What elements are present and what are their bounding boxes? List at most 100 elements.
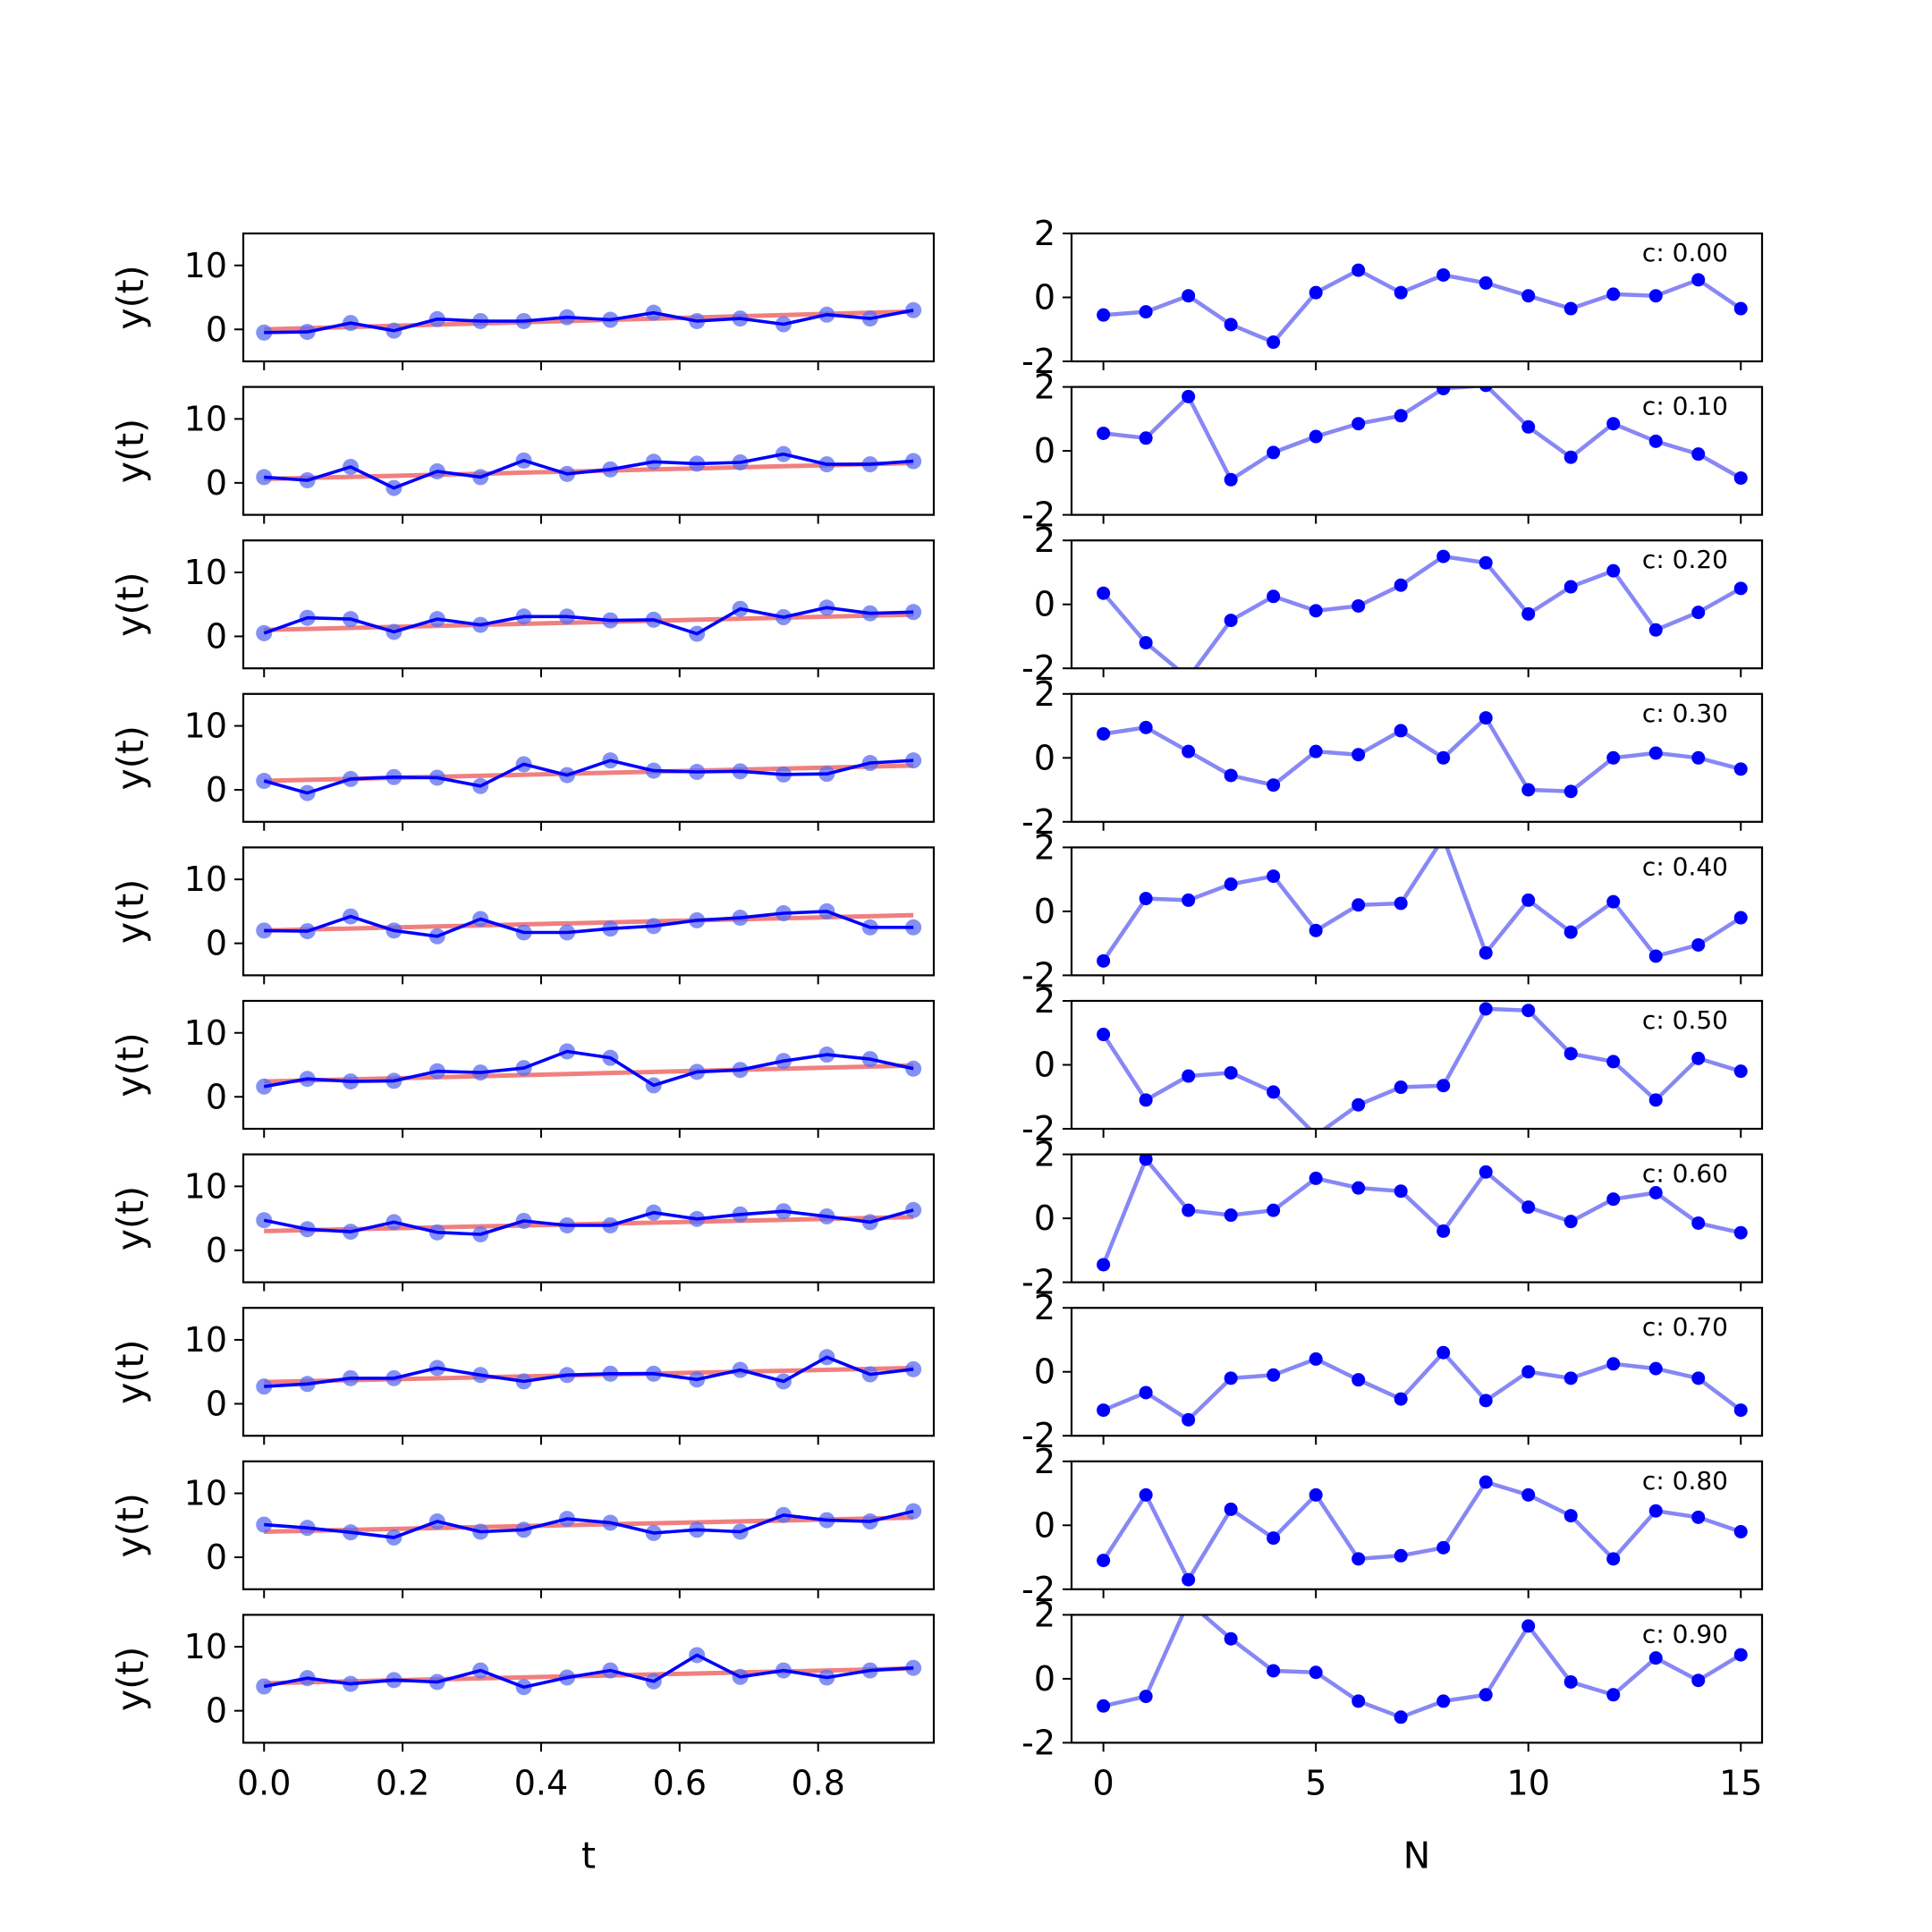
residual-point — [1563, 301, 1578, 316]
residual-point — [1139, 431, 1153, 445]
residual-point — [1648, 434, 1663, 448]
residual-point — [1606, 1688, 1621, 1702]
residual-point — [1352, 417, 1366, 431]
y-tick-label: 2 — [1034, 521, 1055, 560]
y-tick-label: 0 — [206, 463, 227, 503]
y-tick-label: -2 — [1021, 648, 1055, 688]
residual-point — [1097, 308, 1111, 322]
residual-point — [1733, 911, 1748, 925]
y-tick-label: 2 — [1034, 1288, 1055, 1327]
plot-area — [256, 445, 922, 496]
residual-point — [1436, 549, 1451, 564]
residual-line — [1103, 267, 1742, 344]
y-tick-label: 0 — [1034, 278, 1055, 318]
plot-area — [256, 752, 922, 801]
plot-area — [256, 301, 922, 341]
y-tick-label: 2 — [1034, 981, 1055, 1021]
residual-point — [1309, 285, 1323, 300]
residual-point — [1733, 301, 1748, 316]
x-tick-label: 0 — [1093, 1763, 1114, 1802]
residual-point — [1352, 1552, 1366, 1566]
y-tick-label: 0 — [1034, 1659, 1055, 1699]
residual-point — [1182, 1412, 1196, 1427]
left-panel-8: 0 10 y(t) — [109, 1460, 936, 1598]
residual-point — [1394, 285, 1408, 300]
residual-line — [1103, 1614, 1742, 1720]
residual-point — [1563, 1046, 1578, 1061]
residual-point — [1224, 1371, 1238, 1385]
residual-point — [1097, 726, 1111, 741]
residual-point — [1097, 1699, 1111, 1713]
residual-point — [1309, 1487, 1323, 1502]
plot-area — [1097, 1475, 1748, 1587]
y-tick-label: -2 — [1021, 496, 1055, 535]
plot-area — [1097, 1154, 1748, 1272]
y-tick-label: -2 — [1021, 1570, 1055, 1609]
trend-line — [264, 1063, 914, 1084]
residual-point — [1648, 1361, 1663, 1376]
axes-frame — [242, 999, 936, 1131]
residual-point — [1139, 1093, 1153, 1107]
residual-point — [1521, 606, 1536, 621]
y-tick-label: 2 — [1034, 674, 1055, 714]
residual-line — [1101, 1006, 1741, 1129]
residual-point — [1224, 318, 1238, 332]
residual-point — [1648, 949, 1663, 963]
residual-point — [1436, 1694, 1451, 1708]
residual-point — [1691, 1051, 1706, 1065]
plot-area — [1097, 1345, 1748, 1427]
trend-line — [264, 1515, 914, 1534]
right-panel-3: -2 0 2 c: 0.30 — [1021, 674, 1764, 842]
y-axis-label: y(t) — [109, 265, 152, 329]
residual-line — [1101, 1479, 1741, 1582]
y-tick-label: 2 — [1034, 1135, 1055, 1174]
residual-point — [1394, 409, 1408, 423]
residual-point — [1352, 1181, 1366, 1195]
residual-point — [1521, 1365, 1536, 1379]
y-tick-label: 0 — [206, 1384, 227, 1423]
residual-point — [1521, 289, 1536, 303]
panel-label: c: 0.10 — [1642, 392, 1728, 421]
right-panel-7: -2 0 2 c: 0.70 — [1021, 1288, 1764, 1455]
y-tick-label: 2 — [1034, 1442, 1055, 1481]
y-tick-label: 10 — [184, 1013, 227, 1053]
residual-point — [1394, 578, 1408, 592]
y-tick-label: 10 — [184, 1320, 227, 1360]
plot-area — [1097, 386, 1748, 487]
residual-point — [1139, 305, 1153, 319]
residual-point — [1563, 784, 1578, 799]
residual-point — [1309, 1665, 1323, 1680]
signal-line — [264, 309, 914, 335]
y-axis-label: y(t) — [109, 1493, 152, 1557]
residual-point — [1182, 1203, 1196, 1217]
y-tick-label: 0 — [1034, 1505, 1055, 1545]
residual-point — [1691, 1371, 1706, 1385]
residual-point — [1224, 768, 1238, 783]
y-tick-label: 0 — [1034, 738, 1055, 777]
residual-point — [1352, 1097, 1366, 1112]
residual-point — [1648, 1504, 1663, 1518]
y-tick-label: -2 — [1021, 802, 1055, 842]
residual-point — [1182, 744, 1196, 758]
residual-point — [1139, 1154, 1153, 1166]
y-tick-label: 10 — [184, 860, 227, 899]
residual-point — [1267, 1664, 1281, 1678]
residual-point — [1479, 711, 1493, 725]
residual-point — [1394, 1392, 1408, 1406]
left-panel-2: 0 10 y(t) — [109, 539, 936, 678]
y-tick-label: 0 — [1034, 1352, 1055, 1392]
signal-line — [263, 758, 914, 795]
residual-point — [1479, 945, 1493, 960]
residual-point — [1097, 1554, 1111, 1568]
axes-frame — [242, 232, 936, 363]
residual-point — [1691, 750, 1706, 765]
plot-area — [256, 1503, 922, 1546]
residual-point — [1182, 671, 1195, 684]
residual-point — [1182, 1572, 1196, 1587]
residual-point — [1309, 429, 1323, 444]
x-tick-label: 0.2 — [376, 1763, 429, 1802]
residual-point — [1691, 1216, 1706, 1230]
left-panel-6: 0 10 y(t) — [109, 1153, 936, 1292]
residual-point — [1733, 1403, 1748, 1418]
right-panel-0: -2 0 2 c: 0.00 — [1021, 214, 1764, 381]
